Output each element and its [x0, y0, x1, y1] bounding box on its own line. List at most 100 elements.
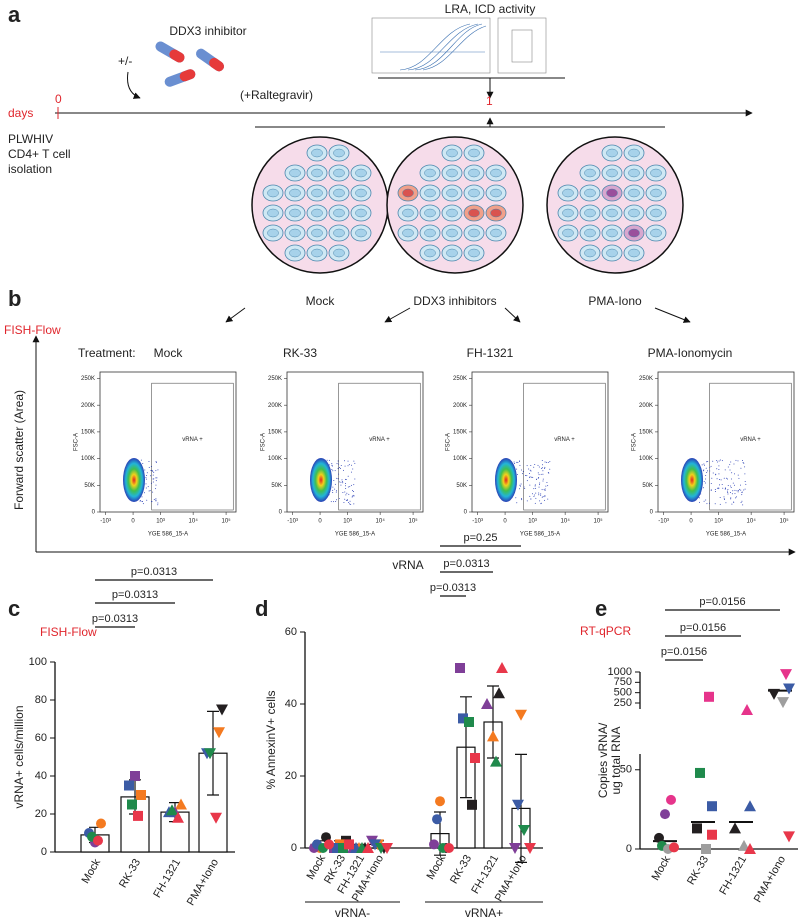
- y-tick-label: 250: [614, 697, 632, 709]
- event-dot: [741, 494, 743, 496]
- event-dot: [157, 502, 159, 504]
- y-tick-label: 0: [92, 510, 96, 516]
- event-dot: [338, 463, 340, 465]
- event-dot: [718, 469, 720, 471]
- event-dot: [347, 475, 349, 477]
- event-dot: [337, 478, 339, 480]
- event-dot: [740, 489, 742, 491]
- data-point: [744, 843, 756, 854]
- y-tick-label: 0: [464, 510, 468, 516]
- event-dot: [534, 484, 536, 486]
- event-dot: [729, 464, 731, 466]
- event-dot: [331, 469, 333, 471]
- nucleus: [289, 228, 301, 238]
- y-tick-label: 250K: [453, 376, 467, 382]
- event-dot: [533, 466, 535, 468]
- data-point: [362, 842, 374, 853]
- nucleus: [446, 228, 458, 238]
- event-dot: [701, 464, 703, 466]
- plot-frame: [657, 371, 795, 513]
- event-dot: [352, 495, 354, 497]
- arrow: [127, 71, 141, 99]
- event-dot: [541, 489, 543, 491]
- data-point: [707, 801, 717, 812]
- pills: [155, 41, 225, 87]
- event-dot: [344, 478, 346, 480]
- event-dot: [732, 501, 734, 503]
- event-dot: [730, 498, 732, 500]
- nucleus: [355, 168, 367, 178]
- nucleus: [628, 188, 640, 198]
- method-label: FISH-Flow: [4, 323, 61, 337]
- event-dot: [155, 461, 157, 463]
- event-dot: [549, 468, 551, 470]
- nucleus: [468, 228, 480, 238]
- event-dot: [730, 497, 732, 499]
- event-dot: [744, 488, 746, 490]
- event-dot: [733, 484, 735, 486]
- event-dot: [712, 460, 714, 462]
- plot-frame: [471, 371, 609, 513]
- day-label: 0: [55, 92, 62, 106]
- data-point: [701, 844, 711, 854]
- event-dot: [534, 464, 536, 466]
- panel-letter: c: [8, 596, 20, 621]
- data-point: [210, 812, 222, 824]
- x-tick-label: 10³: [714, 519, 723, 525]
- event-dot: [350, 484, 352, 486]
- event-dot: [530, 498, 532, 500]
- p-value: p=0.0313: [131, 566, 177, 578]
- event-dot: [549, 461, 551, 463]
- y-tick-label: 40: [285, 698, 297, 710]
- event-dot: [351, 464, 353, 466]
- event-dot: [710, 489, 712, 491]
- event-dot: [720, 479, 722, 481]
- p-value: p=0.0156: [699, 596, 745, 608]
- event-dot: [151, 470, 153, 472]
- event-dot: [546, 482, 548, 484]
- event-dot: [541, 460, 543, 462]
- p-value: p=0.0156: [661, 646, 707, 658]
- y-tick-label: 40: [35, 770, 47, 782]
- event-dot: [740, 467, 742, 469]
- data-point: [332, 843, 342, 853]
- gate-label: vRNA +: [740, 437, 761, 443]
- y-tick-label: 60: [35, 732, 47, 744]
- data-point: [444, 843, 454, 853]
- event-dot: [519, 484, 521, 486]
- event-dot: [710, 483, 712, 485]
- event-dot: [711, 477, 713, 479]
- event-dot: [744, 466, 746, 468]
- event-dot: [712, 472, 714, 474]
- panel-letter: d: [255, 596, 268, 621]
- event-dot: [730, 487, 732, 489]
- nucleus: [468, 168, 480, 178]
- event-dot: [336, 463, 338, 465]
- nucleus: [490, 168, 502, 178]
- event-dot: [704, 464, 706, 466]
- event-dot: [528, 468, 530, 470]
- event-dot: [542, 496, 544, 498]
- event-dot: [518, 460, 520, 462]
- data-point: [93, 835, 103, 846]
- event-dot: [719, 459, 721, 461]
- event-dot: [718, 484, 720, 486]
- data-point: [124, 780, 134, 791]
- event-dot: [332, 470, 334, 472]
- event-dot: [348, 464, 350, 466]
- event-dot: [156, 477, 158, 479]
- event-dot: [698, 497, 700, 499]
- event-dot: [542, 470, 544, 472]
- x-tick-label: RK-33: [448, 853, 474, 886]
- event-dot: [520, 483, 522, 485]
- inhibitor-label: DDX3 inhibitor: [169, 24, 246, 38]
- panel-letter: a: [8, 2, 21, 27]
- density: [495, 458, 517, 502]
- panel-letter: b: [8, 286, 21, 311]
- event-dot: [340, 481, 342, 483]
- nucleus: [628, 168, 640, 178]
- event-dot: [528, 472, 530, 474]
- event-dot: [737, 474, 739, 476]
- event-dot: [339, 467, 341, 469]
- y-tick-label: 20: [35, 808, 47, 820]
